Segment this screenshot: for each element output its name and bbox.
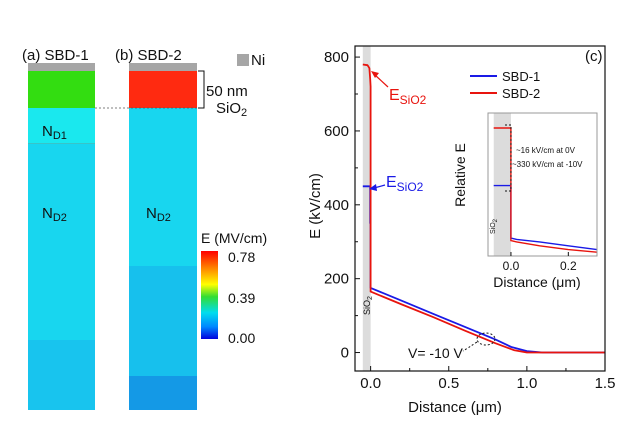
sbd2-oxide-layer: [129, 71, 197, 108]
inset-x-title: Distance (μm): [493, 274, 580, 290]
sbd2-column: ND2: [129, 63, 197, 410]
sbd1-column: ND1 ND2: [28, 63, 95, 410]
bias-pointer: [462, 341, 478, 352]
sbd2-nd2-middle: [129, 266, 197, 376]
nd2-label-sbd2: ND2: [146, 205, 171, 224]
y-tick-label: 800: [324, 49, 349, 66]
inset-x-ticks: 0.0 0.2: [503, 252, 577, 273]
colorbar-min-label: 0.00: [228, 330, 255, 346]
series-line-sbd-2: [362, 63, 605, 354]
sbd1-oxide-layer: [28, 71, 95, 108]
inset-note-10v: ~330 kV/cm at -10V: [512, 160, 583, 169]
device-structures: (a) SBD-1 (b) SBD-2 Ni ND1 ND2 ND2: [22, 47, 267, 410]
annotation-arrowhead-blue: [369, 184, 377, 191]
thickness-label: 50 nm: [206, 83, 248, 100]
x-tick-label: 1.5: [595, 375, 616, 392]
inset-frame: [487, 112, 598, 257]
x-tick-label: 1.0: [516, 375, 537, 392]
y-tick-label: 200: [324, 271, 349, 288]
nd1-label: ND1: [42, 123, 67, 142]
inset-x-tick-label: 0.0: [503, 259, 520, 273]
colorbar-gradient: [201, 251, 218, 339]
y-axis-title: E (kV/cm): [307, 173, 324, 239]
ni-legend-swatch: [237, 54, 249, 66]
nd2-label-sbd1: ND2: [42, 205, 67, 224]
inset-note-0v: ~16 kV/cm at 0V: [516, 146, 576, 155]
x-tick-label: 0.0: [360, 375, 381, 392]
annotation-arrow-red: [374, 74, 389, 88]
ni-label: Ni: [251, 52, 265, 69]
y-tick-label: 0: [341, 345, 349, 362]
sbd2-ni-contact: [129, 63, 197, 71]
annotation-e-sio2-blue: ESiO2: [386, 174, 424, 194]
sbd1-nd2-bottom: [28, 340, 95, 410]
sbd1-ni-contact: [28, 63, 95, 71]
x-axis-ticks: 0.0 0.5 1.0 1.5: [360, 366, 615, 392]
sbd1-nd1-layer: [28, 108, 95, 144]
annotation-e-sio2-red: ESiO2: [389, 87, 427, 107]
panel-label-c: (c): [585, 48, 603, 65]
sbd2-label: (b) SBD-2: [115, 47, 182, 64]
colorbar: E (MV/cm) 0.78 0.39 0.00: [201, 230, 267, 346]
sbd1-nd2-layer: [28, 144, 95, 340]
legend-label-sbd2: SBD-2: [502, 86, 540, 101]
colorbar-mid-label: 0.39: [228, 290, 255, 306]
annotation-arrowhead-red: [371, 71, 379, 78]
sbd1-label: (a) SBD-1: [22, 47, 89, 64]
oxide-label-main: SiO2: [362, 296, 374, 315]
inset-x-tick-label: 0.2: [560, 259, 577, 273]
inset-y-title: Relative E: [452, 143, 468, 207]
sbd2-nd2-upper: [129, 108, 197, 266]
legend: SBD-1 SBD-2: [470, 69, 540, 101]
plot-frame: [354, 45, 606, 372]
bias-label: V= -10 V: [408, 345, 464, 361]
sbd2-nd2-bottom: [129, 376, 197, 410]
bias-circle: [476, 332, 496, 346]
oxide-band: [362, 46, 371, 371]
colorbar-title: E (MV/cm): [201, 230, 267, 246]
series-layer: [362, 63, 605, 354]
field-profile-chart: 0.0 0.5 1.0 1.5 0 200 400 600 800 (c) SBD-1 SBD…: [307, 45, 615, 416]
inset-oxide-label: SiO2: [490, 218, 499, 234]
oxide-thickness-label: SiO2: [216, 100, 247, 119]
x-tick-label: 0.5: [438, 375, 459, 392]
thickness-bracket: [198, 70, 205, 109]
legend-label-sbd1: SBD-1: [502, 69, 540, 84]
inset-oxide-band: [493, 113, 511, 256]
colorbar-max-label: 0.78: [228, 249, 255, 265]
y-axis-ticks: 0 200 400 600 800: [324, 49, 360, 362]
y-tick-label: 400: [324, 197, 349, 214]
inset-chart: 0.0 0.2 ~16 kV/cm at 0V ~330 kV/cm at -10…: [452, 112, 598, 290]
x-axis-title: Distance (μm): [408, 399, 502, 416]
y-tick-label: 600: [324, 123, 349, 140]
